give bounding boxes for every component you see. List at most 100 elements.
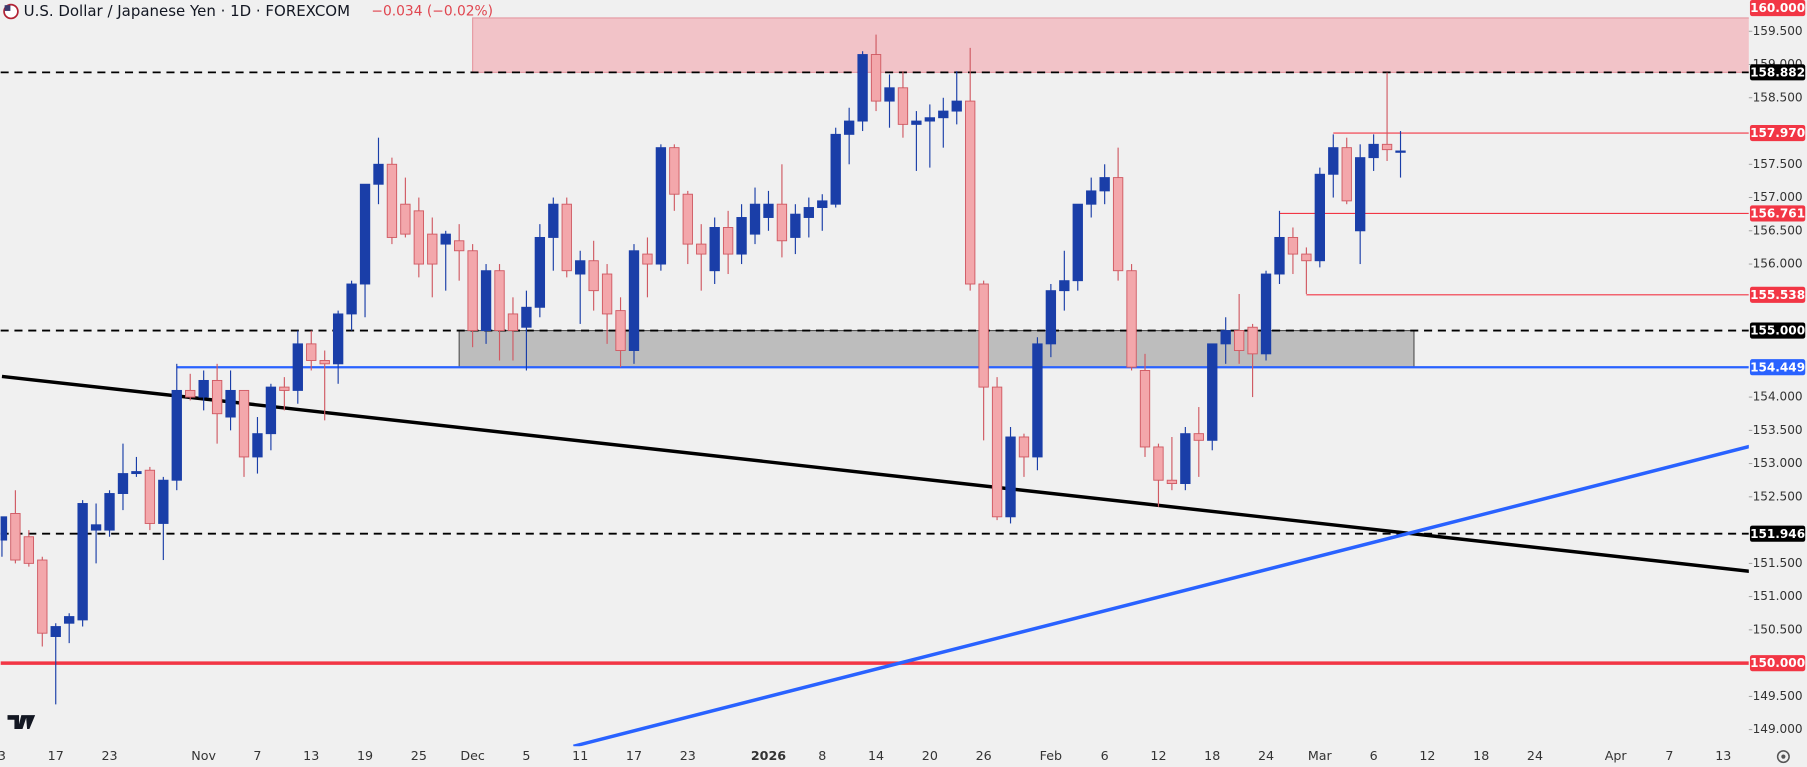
candle-body (1274, 236, 1285, 275)
candle-body (1099, 177, 1110, 192)
candle-body (1328, 147, 1339, 175)
candle-body (615, 310, 626, 351)
candle-body (37, 559, 48, 634)
candle-body (90, 524, 102, 531)
candle-body (642, 253, 653, 265)
level-label-box (1749, 0, 1806, 17)
level-label: 154.449 (1750, 360, 1805, 374)
x-tick-label: Dec (460, 748, 485, 763)
x-tick-label: 7 (1665, 748, 1673, 763)
trend-line (573, 444, 1749, 747)
level-label-box (1749, 322, 1806, 339)
y-tick-label: 158.500 (1753, 90, 1803, 104)
candle-body (1233, 330, 1245, 351)
candle-body (211, 379, 223, 415)
y-tick-label: 149.000 (1753, 722, 1803, 736)
candle-body (454, 240, 465, 252)
price-change: −0.034 (−0.02%) (371, 4, 493, 20)
candle-body (978, 283, 989, 388)
x-tick-label: 2026 (751, 748, 786, 763)
candle-body (198, 379, 209, 398)
candle-body (709, 227, 720, 272)
x-tick-label: 25 (411, 748, 427, 763)
candle-body (830, 133, 841, 205)
candle-body (279, 386, 290, 391)
candle-body (1355, 157, 1366, 232)
candle-body (1368, 143, 1379, 159)
candle-body (965, 100, 976, 285)
x-tick-label: 20 (922, 748, 938, 763)
candle-body (722, 227, 734, 255)
x-tick-label: 6 (1370, 748, 1378, 763)
candle-body (1018, 436, 1030, 458)
settings-gear-center[interactable] (1781, 754, 1786, 759)
candle-body (131, 471, 142, 475)
x-tick-label: 23 (101, 748, 117, 763)
x-tick-label: Apr (1605, 748, 1628, 763)
candle-body (10, 513, 21, 561)
level-label: 160.000 (1750, 1, 1805, 15)
candle-body (440, 233, 451, 245)
candle-body (1314, 173, 1325, 262)
candle-body (480, 270, 492, 332)
candle-body (1139, 370, 1151, 448)
logo (7, 715, 36, 729)
candle-body (507, 313, 519, 332)
candle-body (346, 283, 357, 315)
candle-body (1341, 147, 1352, 202)
candle-body (413, 210, 424, 265)
level-label-box (1749, 525, 1806, 542)
y-tick-label: 153.000 (1753, 456, 1803, 470)
level-label: 157.970 (1750, 126, 1805, 140)
x-tick-label: 5 (522, 748, 530, 763)
zone (472, 17, 1749, 73)
x-tick-label: 17 (48, 748, 64, 763)
candle-body (1247, 326, 1258, 355)
y-tick-label: 151.500 (1753, 556, 1803, 570)
candle-body (951, 100, 962, 112)
candle-body (911, 120, 922, 125)
x-tick-label: 12 (1419, 748, 1435, 763)
y-tick-label: 157.000 (1753, 190, 1803, 204)
x-tick-label: 13 (303, 748, 319, 763)
candle-body (185, 389, 196, 398)
candle-body (1193, 433, 1204, 441)
y-tick-label: 157.500 (1753, 157, 1803, 171)
candle-body (306, 343, 317, 361)
candle-body (1005, 436, 1016, 518)
candle-body (467, 250, 478, 332)
candle-body (1059, 280, 1070, 292)
x-tick-label: 23 (680, 748, 696, 763)
candle-body (884, 87, 895, 102)
level-label-box (1749, 655, 1806, 672)
settings-icon[interactable] (1776, 750, 1790, 764)
candle-body (588, 260, 599, 292)
level-label: 155.538 (1750, 288, 1805, 302)
candle-body (776, 203, 788, 242)
candle-body (1207, 343, 1218, 441)
candle-body (64, 616, 75, 624)
candle-body (1153, 446, 1164, 481)
candle-body (897, 87, 909, 125)
candle-body (400, 203, 411, 235)
x-tick-label: 6 (1101, 748, 1109, 763)
x-tick-label: Nov (191, 748, 216, 763)
level-label-box (1749, 124, 1806, 142)
candle-body (682, 193, 693, 245)
candle-body (1032, 343, 1043, 458)
candle-body (924, 117, 936, 122)
candle-body (427, 233, 438, 265)
candle-body (359, 183, 371, 285)
candle-body (548, 203, 559, 238)
candle-body (332, 313, 344, 365)
settings-gear[interactable] (1776, 750, 1790, 764)
candle-body (1260, 273, 1272, 355)
y-tick-label: 153.500 (1753, 423, 1803, 437)
candle-body (1086, 190, 1097, 205)
candle-body (749, 203, 761, 235)
candle-body (494, 270, 505, 332)
candle-body (534, 236, 546, 308)
y-tick-label: 152.500 (1753, 489, 1803, 503)
candle-body (1180, 433, 1191, 485)
